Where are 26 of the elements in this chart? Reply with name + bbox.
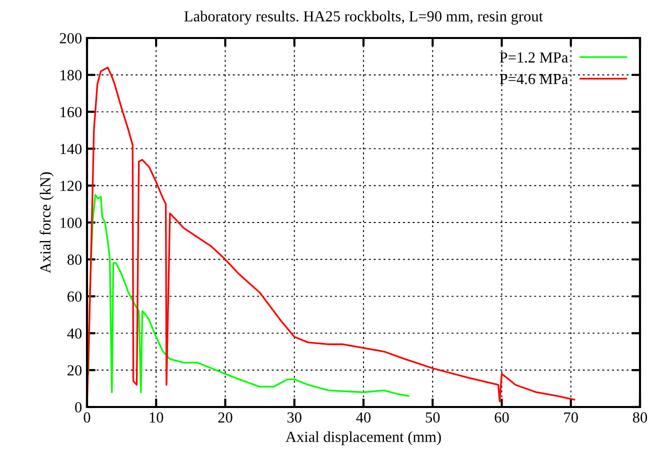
- y-tick-label: 20: [68, 365, 82, 376]
- y-axis-title: Axial force (kN): [40, 172, 54, 274]
- y-tick-label: 60: [68, 291, 82, 302]
- x-tick-label: 10: [150, 412, 164, 423]
- chart-title: Laboratory results. HA25 rockbolts, L=90 mm, resin grout: [184, 10, 543, 25]
- x-tick-label: 40: [356, 412, 371, 423]
- x-axis-title: Axial displacement (mm): [286, 431, 441, 446]
- y-tick-label: 140: [60, 144, 82, 154]
- y-tick-label: 100: [60, 218, 82, 228]
- x-tick-label: 0: [84, 412, 90, 423]
- legend-label: P=4.6 MPa: [500, 74, 568, 84]
- x-tick-label: 80: [632, 412, 648, 423]
- y-tick-label: 180: [60, 70, 82, 80]
- legend-label: P=1.2 MPa: [500, 52, 568, 63]
- y-tick-label: 120: [60, 180, 82, 192]
- y-tick-label: 80: [67, 254, 82, 265]
- x-tick-label: 20: [218, 412, 232, 423]
- y-tick-label: 160: [60, 106, 82, 118]
- x-tick-label: 30: [287, 412, 302, 423]
- y-tick-label: 40: [67, 328, 82, 339]
- x-tick-label: 50: [426, 412, 440, 423]
- x-tick-label: 60: [494, 412, 509, 423]
- x-tick-label: 70: [564, 412, 578, 423]
- line-series: [88, 194, 410, 397]
- y-tick-label: 200: [60, 33, 82, 44]
- y-tick-label: 0: [75, 402, 82, 412]
